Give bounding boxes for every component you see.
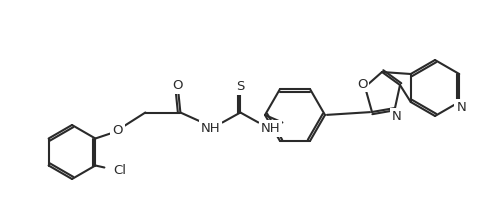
Text: S: S xyxy=(236,80,245,93)
Text: O: O xyxy=(172,79,182,92)
Text: NH: NH xyxy=(201,122,220,135)
Text: NH: NH xyxy=(260,122,280,135)
Text: N: N xyxy=(456,101,466,113)
Text: N: N xyxy=(392,110,402,122)
Text: O: O xyxy=(357,78,367,90)
Text: Cl: Cl xyxy=(113,164,126,177)
Text: O: O xyxy=(112,124,123,137)
